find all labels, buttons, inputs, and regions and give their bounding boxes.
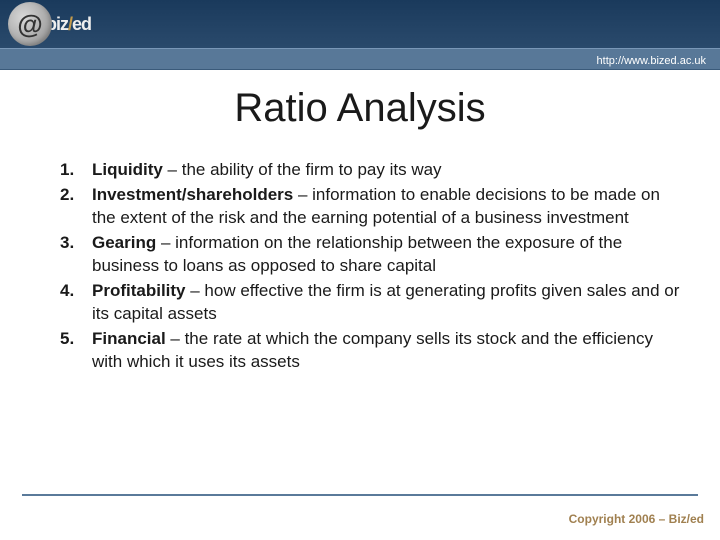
term: Financial [92, 329, 166, 348]
description: – information on the relationship betwee… [92, 233, 622, 275]
list-item: Liquidity – the ability of the firm to p… [60, 159, 682, 182]
copyright-text: Copyright 2006 – Biz/ed [569, 512, 704, 526]
logo-at-symbol: @ [17, 9, 42, 40]
url-text: http://www.bized.ac.uk [597, 55, 706, 67]
logo: @ biz/ed [8, 2, 91, 46]
header-bar: @ biz/ed [0, 0, 720, 48]
content-list: Liquidity – the ability of the firm to p… [0, 159, 720, 373]
logo-circle-icon: @ [8, 2, 52, 46]
term: Profitability [92, 281, 186, 300]
list-item: Financial – the rate at which the compan… [60, 328, 682, 374]
term: Investment/shareholders [92, 185, 293, 204]
logo-text: biz/ed [46, 14, 91, 35]
description: – the ability of the firm to pay its way [163, 160, 442, 179]
term: Liquidity [92, 160, 163, 179]
url-bar: http://www.bized.ac.uk [0, 48, 720, 70]
list-item: Profitability – how effective the firm i… [60, 280, 682, 326]
description: – the rate at which the company sells it… [92, 329, 653, 371]
term: Gearing [92, 233, 156, 252]
list-item: Gearing – information on the relationshi… [60, 232, 682, 278]
list-item: Investment/shareholders – information to… [60, 184, 682, 230]
footer-divider [22, 494, 698, 496]
slide-title: Ratio Analysis [0, 86, 720, 131]
